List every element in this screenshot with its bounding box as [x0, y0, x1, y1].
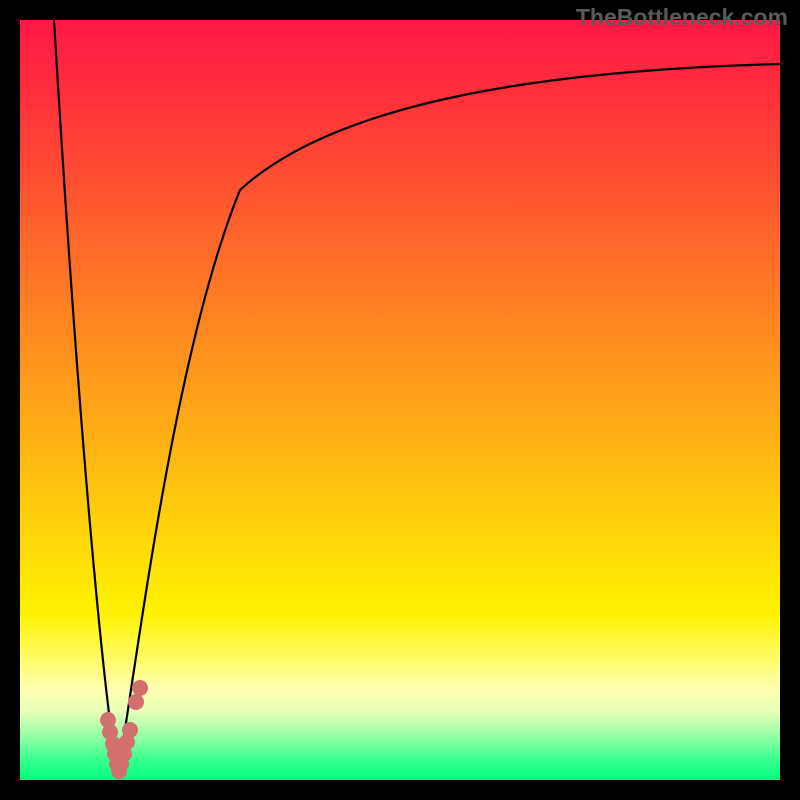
bottleneck-curve-svg [20, 20, 780, 780]
watermark-text: TheBottleneck.com [576, 4, 788, 31]
curve-dot [122, 722, 138, 738]
bottleneck-curve [54, 20, 780, 774]
curve-dot [132, 680, 148, 696]
chart-frame: TheBottleneck.com [0, 0, 800, 800]
curve-dot [128, 694, 144, 710]
gradient-plot-area [20, 20, 780, 780]
